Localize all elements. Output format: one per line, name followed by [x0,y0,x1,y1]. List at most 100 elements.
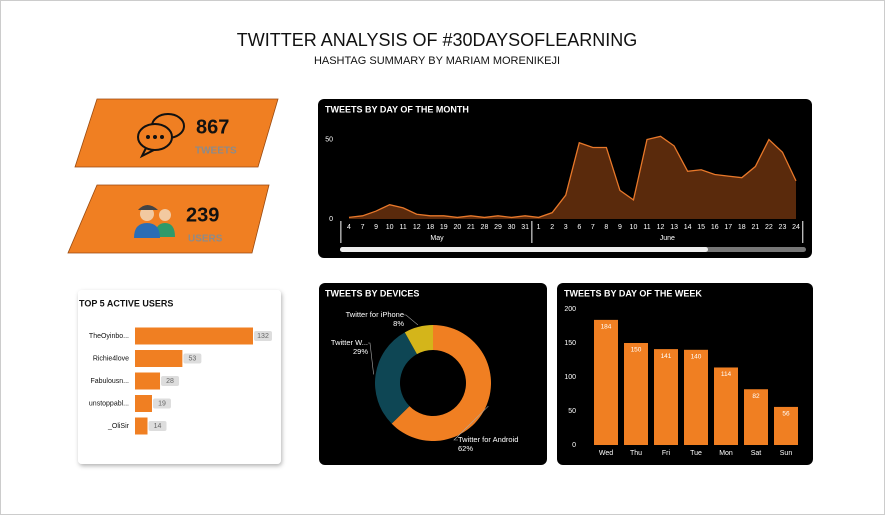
kpi-label: TWEETS [195,146,237,157]
value-badge [161,376,180,386]
leader-line [453,405,489,441]
y-tick-label: _OliSir [107,423,130,430]
x-tick-label: 11 [400,224,407,231]
value-label: 184 [601,324,612,331]
value-badge [148,421,167,431]
kpi-value: 239 [186,204,219,226]
x-tick-label: 24 [792,224,800,231]
bar [684,349,708,445]
donut-slice [404,325,433,355]
value-badge [152,398,171,409]
x-tick-label: 29 [494,224,502,231]
bar [135,417,148,435]
x-tick-label: Sat [751,450,762,457]
x-tick-label: 6 [577,224,581,231]
x-tick-label: 1 [537,224,541,231]
x-tick-label: 14 [684,224,692,231]
x-tick-label: 4 [347,224,351,231]
y-tick-label: 0 [572,442,576,449]
x-tick-label: 30 [508,224,516,231]
x-tick-label: 3 [564,224,568,231]
x-tick-label: 9 [374,224,378,231]
x-tick-label: 21 [467,224,475,231]
bar [624,343,648,445]
x-tick-label: 23 [779,224,787,231]
x-tick-label: 12 [657,224,665,231]
chart-title: TWEETS BY DAY OF THE WEEK [564,288,702,298]
chart-title: TOP 5 ACTIVE USERS [79,298,173,308]
bar [135,350,183,367]
x-tick-label: Mon [719,450,733,457]
kpi-value: 867 [196,116,229,138]
x-tick-label: 13 [670,224,678,231]
y-tick-label: Richie4love [93,355,129,362]
group-label: May [430,235,444,242]
donut-slice [375,332,417,424]
slice-value: 29% [353,347,368,356]
x-tick-label: 10 [630,224,638,231]
slice-value: 8% [393,319,404,328]
value-label: 82 [752,393,760,400]
x-tick-label: Sun [780,450,793,457]
title: TWITTER ANALYSIS OF #30DAYSOFLEARNING [237,30,637,50]
value-label: 56 [782,411,790,418]
value-label: 150 [631,347,642,354]
leader-line [404,314,419,326]
y-tick-label: 100 [564,374,576,381]
y-tick-label: 150 [564,340,576,347]
y-tick-label: unstoppabl... [89,400,129,407]
y-tick-label: 0 [329,216,333,223]
x-tick-label: 7 [591,224,595,231]
value-label: 53 [188,355,196,362]
value-label: 28 [166,378,174,385]
value-label: 114 [721,371,732,378]
slice-label: Twitter for iPhone [346,310,404,319]
x-tick-label: Fri [662,450,671,457]
x-tick-label: 22 [765,224,773,231]
bar [594,319,618,445]
line [348,135,797,219]
area [349,136,796,219]
users-icon [134,205,175,238]
x-tick-label: 18 [426,224,434,231]
value-badge [254,331,272,341]
x-tick-label: 10 [386,224,394,231]
x-tick-label: 15 [697,224,705,231]
y-tick-label: 50 [325,136,333,143]
bar [714,367,738,445]
value-label: 141 [661,353,672,360]
value-label: 132 [257,333,269,340]
x-tick-label: 2 [550,224,554,231]
x-tick-label: Thu [630,450,642,457]
x-tick-label: 28 [481,224,489,231]
x-tick-label: Wed [599,450,613,457]
y-tick-label: Fabulousn... [90,378,129,385]
leader-line [368,342,374,375]
bar [135,372,161,390]
donut-slice [391,325,492,441]
x-tick-label: 12 [413,224,421,231]
value-label: 19 [158,400,166,407]
panel [319,283,547,465]
group-label: June [660,235,675,242]
value-label: 140 [691,354,702,361]
y-tick-label: 200 [564,306,576,313]
x-tick-label: 7 [361,224,365,231]
slice-value: 62% [458,444,473,453]
bar [654,349,678,445]
y-tick-label: TheOyinbo... [89,333,129,340]
subtitle: HASHTAG SUMMARY BY MARIAM MORENIKEJI [314,55,560,67]
scroll-thumb[interactable] [340,247,708,252]
bar [774,406,798,445]
x-tick-label: 20 [453,224,461,231]
chart-title: TWEETS BY DAY OF THE MONTH [325,104,469,114]
x-tick-label: 9 [618,224,622,231]
slice-label: Twitter for Android [458,435,518,444]
x-tick-label: 21 [751,224,759,231]
kpi-card [74,98,279,168]
x-tick-label: Tue [690,450,702,457]
x-tick-label: 16 [711,224,719,231]
x-tick-label: 17 [724,224,732,231]
